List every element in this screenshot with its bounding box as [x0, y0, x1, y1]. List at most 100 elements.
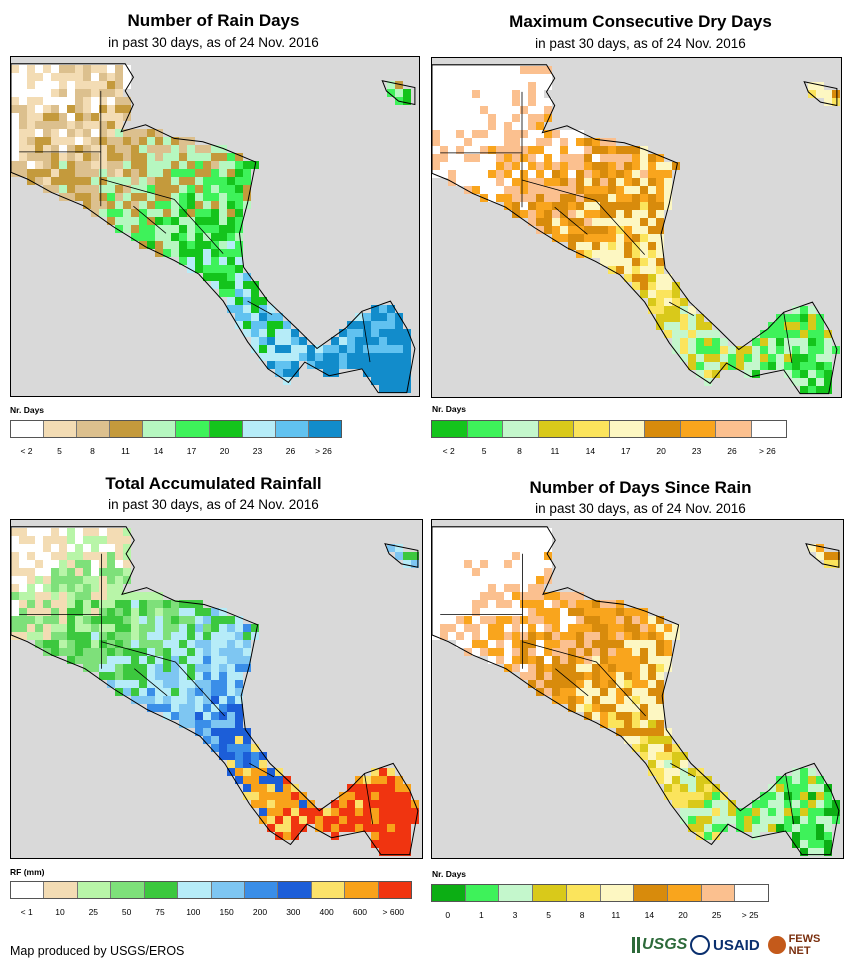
legend-swatch [751, 421, 786, 437]
legend-swatch [634, 885, 668, 901]
map-canvas [11, 520, 422, 858]
legend-swatch [44, 882, 78, 898]
panel-title: Number of Days Since Rain [529, 478, 752, 497]
legend-swatch [345, 882, 379, 898]
legend-tick: 14 [585, 446, 596, 456]
legend-swatch [178, 882, 212, 898]
legend-swatch [645, 421, 681, 437]
legend-tick: < 2 [20, 446, 33, 456]
usgs-logo: USGS [632, 932, 687, 958]
usgs-logo-text: USGS [642, 936, 688, 953]
legend-swatch [467, 421, 503, 437]
island-outline [805, 543, 840, 568]
legend-tick: 8 [90, 446, 95, 456]
legend-tick: 25 [88, 907, 99, 917]
panel-days-since-rain: Number of Days Since Rain in past 30 day… [427, 470, 854, 930]
legend-swatch [11, 882, 45, 898]
country-border [100, 178, 199, 227]
legend-swatch [609, 421, 645, 437]
panel-subtitle: in past 30 days, as of 24 Nov. 2016 [108, 35, 319, 50]
legend-swatch [308, 421, 341, 437]
partner-logos: USGS USAID FEWS NET [632, 932, 844, 958]
panel-title: Number of Rain Days [127, 11, 300, 30]
fews-net-icon [768, 936, 786, 954]
legend-swatch [680, 421, 716, 437]
legend-tick: 8 [517, 446, 522, 456]
country-border [364, 773, 374, 825]
legend-color-bar [10, 420, 342, 438]
map-canvas [11, 57, 419, 396]
legend-swatch [111, 882, 145, 898]
country-border [620, 688, 646, 717]
legend-tick: 200 [252, 907, 268, 917]
legend-swatch [144, 882, 179, 898]
legend-swatch [503, 421, 539, 437]
legend-swatch [143, 421, 177, 437]
country-border [785, 773, 795, 825]
legend-swatch [465, 885, 500, 901]
legend-swatch [242, 421, 276, 437]
legend-swatch [244, 882, 279, 898]
legend-swatch [275, 421, 309, 437]
legend-swatch [716, 421, 752, 437]
country-border [247, 300, 273, 315]
coastline [432, 526, 840, 856]
country-border [440, 553, 523, 615]
country-border [198, 226, 224, 254]
legend-tick: 17 [186, 446, 197, 456]
country-border [619, 227, 645, 255]
country-border [19, 90, 102, 153]
map-canvas [432, 58, 841, 397]
country-border [101, 641, 201, 690]
legend-swatch [77, 421, 111, 437]
land-grid [11, 65, 411, 393]
map-canvas [432, 520, 843, 858]
land-grid [432, 66, 840, 394]
country-border [249, 763, 275, 778]
coastline [11, 63, 416, 394]
panel-title: Total Accumulated Rainfall [105, 474, 322, 493]
legend-swatch [574, 421, 610, 437]
country-border [19, 553, 102, 615]
legend-swatch [533, 885, 567, 901]
panel-subtitle: in past 30 days, as of 24 Nov. 2016 [535, 501, 746, 516]
legend-tick: 20 [219, 446, 230, 456]
fews-net-logo-text: FEWS NET [788, 933, 821, 957]
country-border [554, 206, 588, 235]
legend-swatch [538, 421, 574, 437]
legend-swatch [735, 885, 769, 901]
legend-tick: 1 [479, 910, 484, 920]
legend-swatch [11, 421, 45, 437]
map-rainfall [10, 519, 423, 859]
legend-tick: > 26 [758, 446, 776, 456]
legend-tick: 23 [691, 446, 702, 456]
legend-swatch [110, 421, 144, 437]
legend-color-bar [10, 881, 412, 899]
legend-tick: 26 [285, 446, 296, 456]
legend-swatch [701, 885, 736, 901]
legend-tick: 11 [550, 446, 560, 456]
legend-swatch [44, 421, 78, 437]
country-border [440, 91, 523, 154]
legend-tick: 17 [621, 446, 631, 456]
legend-swatch [311, 882, 346, 898]
panel-rain-days: Number of Rain Days in past 30 days, as … [0, 0, 427, 470]
legend-swatch [566, 885, 601, 901]
legend-tick: 400 [319, 907, 334, 917]
legend-tick: 10 [55, 907, 65, 917]
map-credit: Map produced by USGS/EROS [10, 944, 185, 958]
usaid-logo-text: USAID [713, 936, 760, 954]
country-border [133, 205, 167, 234]
land-grid [11, 528, 419, 856]
country-border [521, 179, 621, 228]
legend-title: Nr. Days [432, 869, 467, 879]
legend-swatch [176, 421, 210, 437]
country-border [555, 668, 589, 697]
legend-tick: 75 [155, 907, 165, 917]
country-border [361, 311, 371, 363]
island-outline [384, 543, 419, 568]
island-outline [381, 80, 416, 106]
legend-tick: 25 [711, 910, 722, 920]
panel-rainfall: Total Accumulated Rainfall in past 30 da… [0, 470, 427, 930]
legend-tick: 600 [352, 907, 368, 917]
